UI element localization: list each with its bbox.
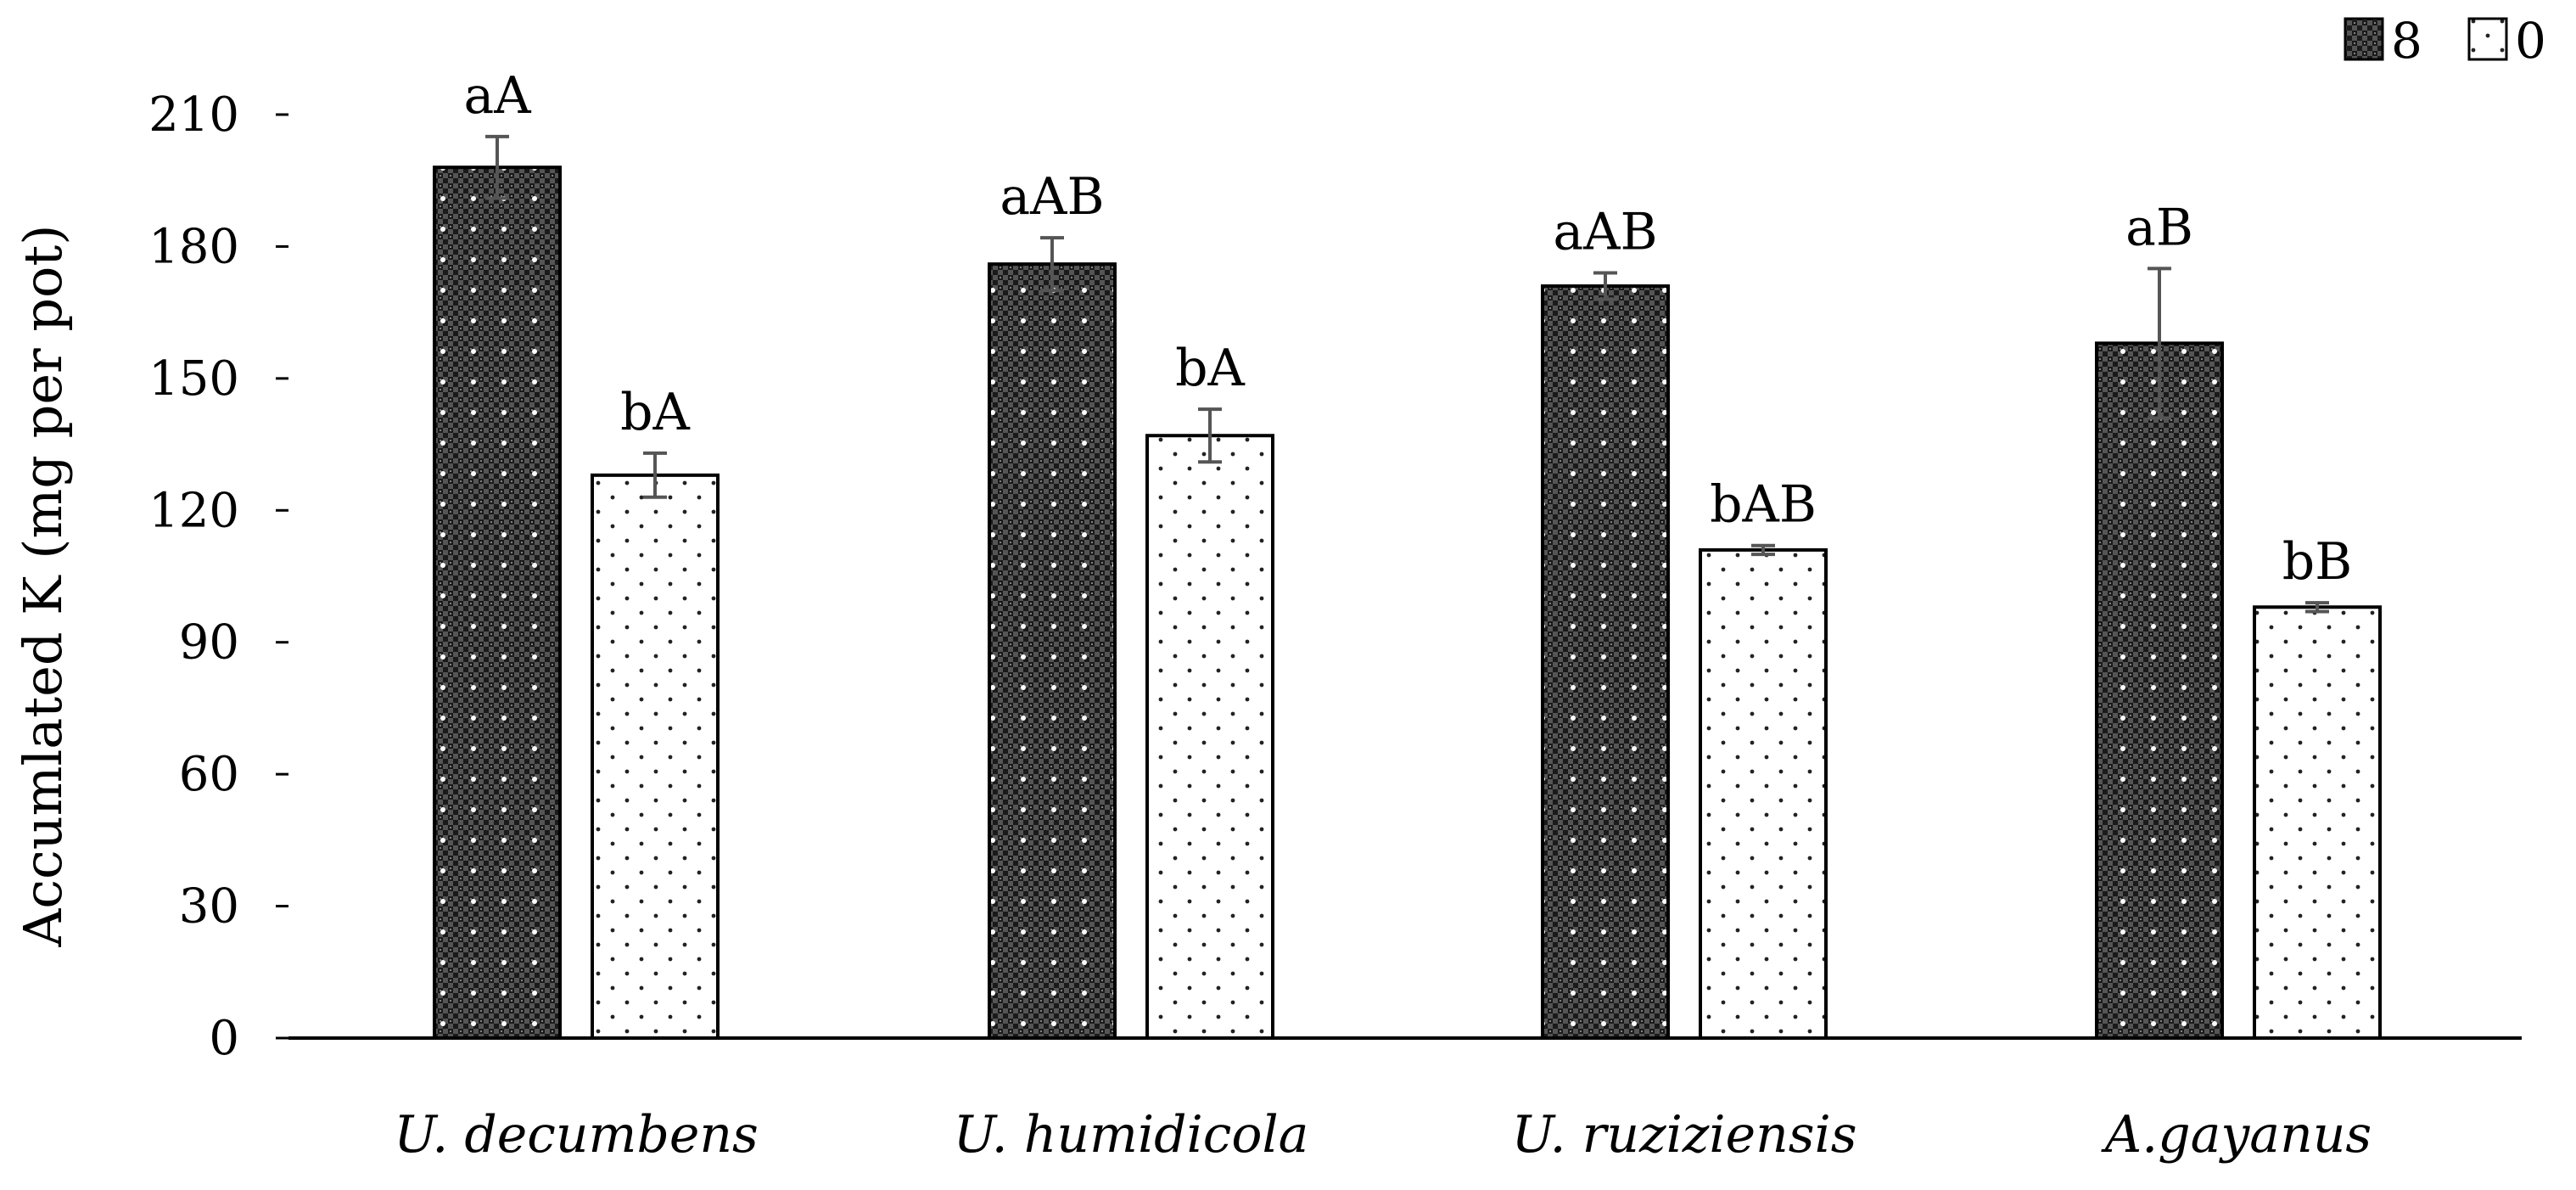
x-category-label: U. humidicola [954,1105,1309,1165]
legend: 8 0 [2344,12,2546,70]
y-tick-label: 30 [179,879,239,935]
y-tick-label: 120 [148,483,239,538]
error-bar [1751,543,1775,557]
x-category-label: U. ruziziensis [1511,1105,1856,1165]
data-label: bA [1175,339,1245,398]
y-tick-label: 180 [148,219,239,274]
bar-series-8-3 [1541,284,1670,1040]
y-tick-label: 60 [179,747,239,802]
data-label: bB [2282,532,2353,592]
error-bar [2305,601,2329,614]
legend-label-0: 0 [2515,12,2546,70]
data-label: aAB [1000,167,1104,227]
x-category-label: A.gayanus [2101,1105,2372,1165]
bar-series-8-1 [433,166,562,1041]
error-bar [1593,271,1617,301]
y-tick-label: 90 [179,615,239,671]
data-label: aAB [1553,203,1657,262]
bar-series-0-4 [2253,605,2382,1040]
error-bar [643,451,667,499]
y-tick-label: 150 [148,351,239,407]
x-axis-categories: U. decumbens U. humidicola U. ruziziensis A… [394,1105,2372,1165]
y-axis-title: Accumlated K (mg per pot) [12,225,74,948]
error-bar [2148,267,2171,420]
bar-series-8-2 [988,262,1117,1040]
data-label: bA [620,383,690,442]
bar-series-8-4 [2095,341,2224,1040]
y-tick-label: 210 [148,87,239,143]
data-label: aA [463,66,531,126]
legend-swatch-8 [2344,17,2384,61]
error-bar [485,134,509,200]
data-labels-group: aA bA aAB bA aAB bAB aB bB [463,66,2352,592]
error-bar [1198,407,1222,464]
legend-label-8: 8 [2391,12,2422,70]
data-label: aB [2125,198,2193,257]
legend-swatch-0 [2467,17,2508,61]
error-bar [1040,236,1064,293]
bar-series-0-2 [1145,434,1274,1040]
bars-group [433,166,2382,1041]
data-label: bAB [1710,475,1817,535]
y-axis-ticks: 0 30 60 90 120 150 180 210 [148,87,288,1066]
x-category-label: U. decumbens [394,1105,759,1165]
y-tick-label: 0 [209,1011,239,1066]
bar-series-0-1 [591,473,720,1040]
error-bars-group [485,134,2329,614]
bar-series-0-3 [1699,547,1828,1040]
